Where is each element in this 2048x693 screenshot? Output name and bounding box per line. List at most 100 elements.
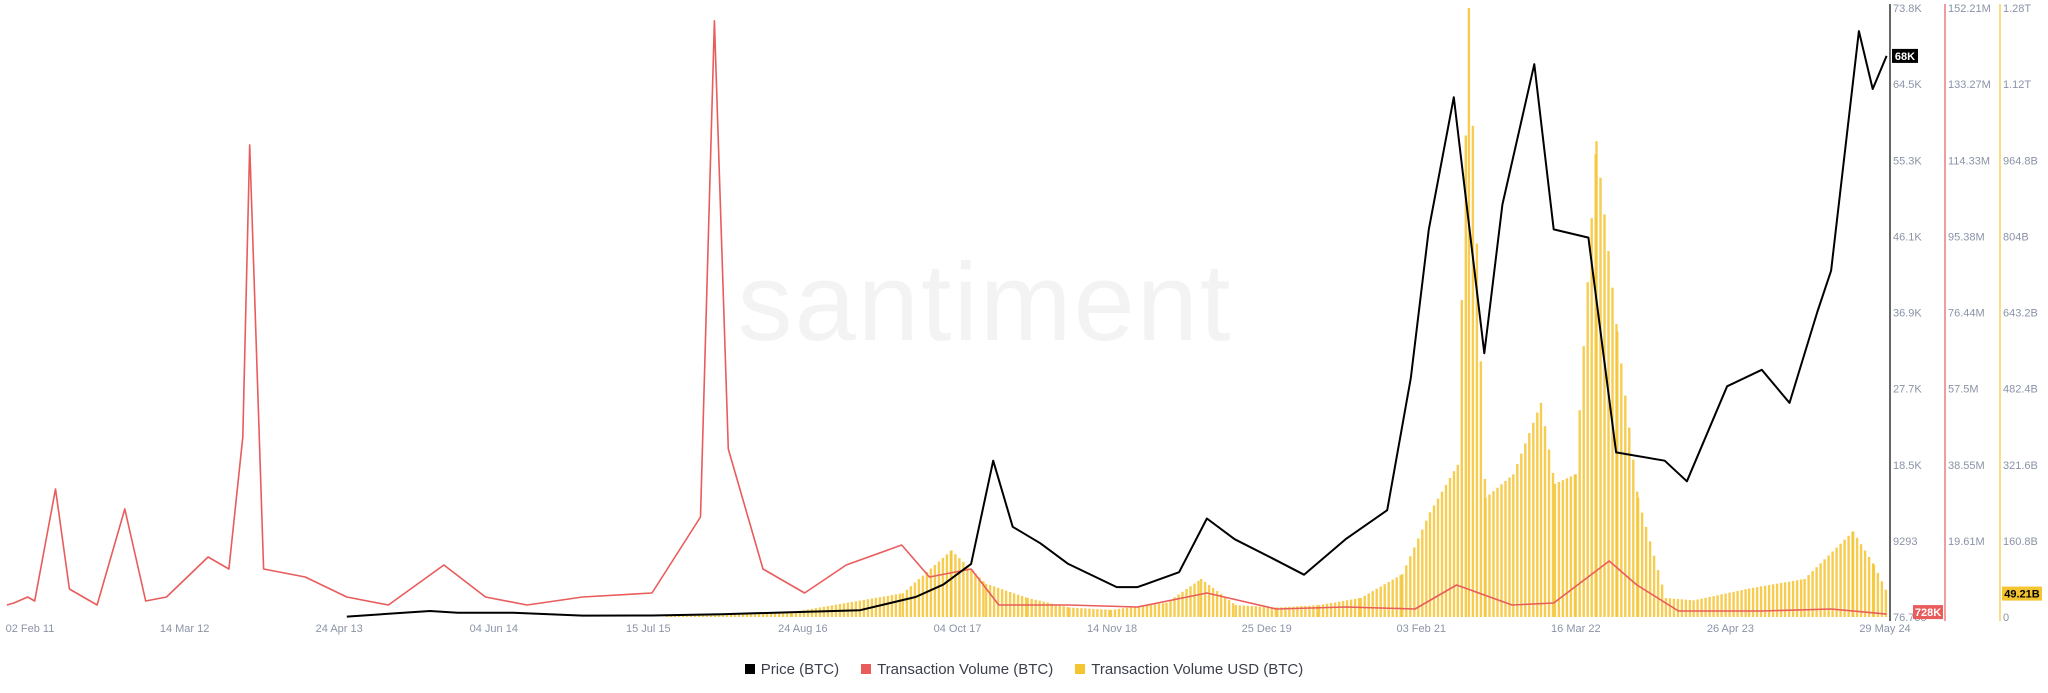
volume-usd-bar	[1428, 512, 1432, 617]
volume-usd-bar	[1640, 512, 1644, 617]
volume-usd-bar	[937, 561, 941, 617]
price-tick-label: 46.1K	[1893, 231, 1922, 243]
volume-usd-bar	[1333, 602, 1337, 617]
volume-usd-bar	[1603, 214, 1606, 617]
volume-usd-bar	[1595, 141, 1598, 617]
volume-usd-bar	[1207, 585, 1211, 617]
volume-usd-bar	[1528, 433, 1531, 617]
volume-usd-bar	[1448, 478, 1452, 617]
volume-btc-tick-label: 114.33M	[1948, 155, 1990, 167]
volume-btc-tick-label: 133.27M	[1948, 79, 1991, 91]
volume-usd-bar	[1329, 603, 1333, 617]
price-tick-label: 27.7K	[1893, 384, 1922, 396]
volume-usd-bar	[966, 565, 969, 617]
x-tick-label: 02 Feb 11	[6, 623, 55, 635]
volume-usd-bar	[1553, 483, 1557, 617]
legend-swatch-price	[744, 664, 755, 674]
volume-usd-bar	[1219, 594, 1223, 617]
chart-svg: santiment 02 Feb 11 14 Mar 12 24 Apr 13 04 …	[6, 3, 2042, 635]
volume-usd-bar	[992, 586, 996, 617]
volume-usd-bar	[1274, 607, 1277, 617]
volume-usd-bar	[1288, 606, 1291, 617]
legend-swatch-volume-btc	[861, 664, 872, 674]
volume-usd-bar	[1016, 594, 1020, 617]
legend-label-volume-usd: Transaction Volume USD (BTC)	[1091, 660, 1304, 678]
volume-usd-bar	[1484, 498, 1487, 617]
volume-usd-bar	[1145, 605, 1149, 617]
legend-item-volume-usd[interactable]: Transaction Volume USD (BTC)	[1075, 661, 1303, 678]
volume-usd-bar	[1736, 590, 1739, 617]
volume-usd-bar	[1020, 596, 1024, 617]
volume-usd-bar	[1317, 605, 1321, 617]
volume-usd-bar	[1520, 453, 1523, 617]
volume-usd-bar	[1215, 591, 1219, 617]
volume-usd-bar	[982, 581, 985, 617]
volume-usd-bar	[1300, 606, 1303, 617]
volume-usd-bar	[709, 613, 713, 617]
volume-usd-bar	[1363, 595, 1366, 617]
volume-usd-bar	[1223, 597, 1227, 617]
volume-usd-bar	[1062, 606, 1065, 617]
x-tick-label: 24 Apr 13	[316, 623, 363, 635]
volume-usd-bar	[996, 587, 1000, 617]
volume-usd-bar	[1876, 573, 1880, 617]
volume-usd-bar	[894, 594, 898, 617]
volume-usd-bar	[1884, 589, 1888, 617]
x-tick-label: 04 Jun 14	[470, 623, 518, 635]
volume-usd-bar	[1050, 603, 1053, 617]
volume-usd-bar	[1068, 607, 1071, 617]
volume-usd-bar	[1823, 559, 1826, 617]
volume-usd-bar	[761, 612, 765, 617]
x-tick-label: 25 Dec 19	[1242, 623, 1292, 635]
volume-usd-bar	[1234, 605, 1237, 617]
volume-usd-bar	[945, 554, 949, 617]
volume-usd-bar	[1432, 505, 1436, 617]
volume-usd-bar	[1460, 300, 1463, 617]
volume-usd-bar	[1676, 599, 1680, 617]
volume-usd-bar	[1539, 402, 1543, 617]
volume-usd-tick-label: 1.28T	[2003, 3, 2031, 15]
volume-usd-bar	[1165, 602, 1168, 617]
volume-usd-bar	[1479, 361, 1483, 617]
volume-usd-bar	[933, 565, 937, 617]
volume-usd-bar	[1096, 609, 1099, 617]
volume-usd-bar	[1181, 591, 1184, 617]
volume-usd-bar	[1668, 598, 1672, 617]
volume-usd-bar	[1058, 605, 1061, 617]
volume-usd-bar	[1345, 600, 1349, 617]
volume-usd-bar	[913, 582, 917, 617]
volume-usd-bar	[890, 595, 894, 617]
volume-usd-bar	[1652, 555, 1656, 617]
volume-usd-bar	[1337, 601, 1341, 617]
volume-usd-badge-bg	[2002, 586, 2042, 601]
volume-usd-bar	[1066, 607, 1069, 617]
volume-usd-bar	[1284, 607, 1287, 617]
volume-usd-bar	[1536, 412, 1539, 617]
volume-usd-bar	[1292, 606, 1295, 617]
volume-usd-bar	[1632, 459, 1635, 617]
legend-item-volume-btc[interactable]: Transaction Volume (BTC)	[861, 661, 1053, 678]
legend-item-price[interactable]: Price (BTC)	[744, 661, 839, 678]
volume-usd-bar	[1436, 498, 1440, 617]
legend-swatch-volume-usd	[1075, 664, 1086, 674]
volume-usd-bar	[1565, 478, 1569, 617]
volume-usd-bar	[1421, 529, 1424, 617]
watermark: santiment	[738, 241, 1233, 364]
volume-usd-bar	[1803, 578, 1806, 617]
volume-usd-bar	[1088, 608, 1091, 617]
volume-usd-bar	[1000, 589, 1004, 617]
series-lines	[6, 20, 1888, 618]
price-tick-label: 55.3K	[1893, 155, 1922, 167]
volume-usd-bar	[1161, 603, 1165, 617]
volume-usd-bar	[1141, 605, 1145, 617]
volume-usd-bar	[974, 573, 977, 617]
volume-usd-bar	[1080, 608, 1083, 617]
volume-usd-bar	[1004, 590, 1008, 617]
volume-usd-bar	[1712, 596, 1715, 617]
volume-usd-bar	[1321, 604, 1325, 617]
volume-usd-tick-label: 1.12T	[2003, 79, 2031, 91]
volume-usd-bar	[1250, 606, 1253, 617]
volume-usd-tick-label: 321.6B	[2003, 460, 2038, 472]
volume-usd-bar	[1076, 607, 1079, 617]
volume-usd-bar	[1732, 591, 1735, 617]
